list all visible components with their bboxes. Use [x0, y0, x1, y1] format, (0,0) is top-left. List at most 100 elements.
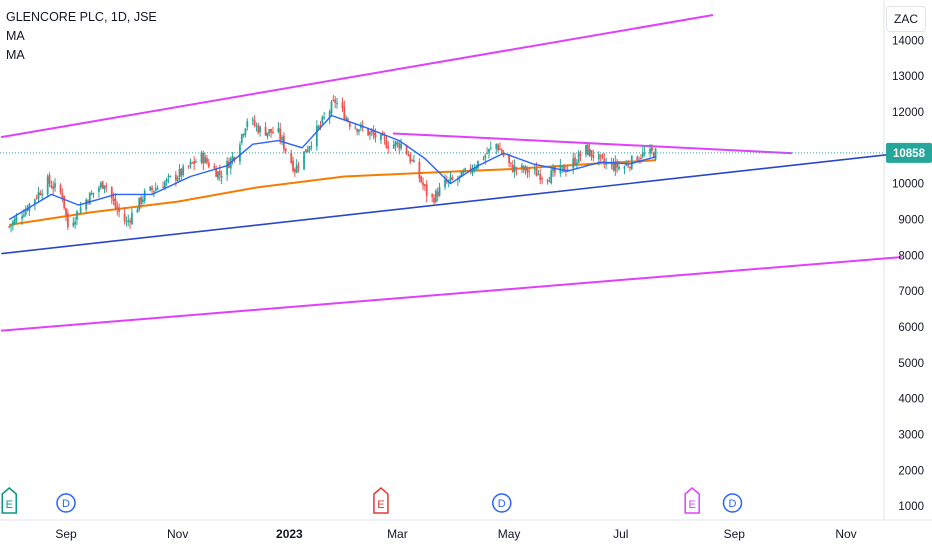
candle: [140, 195, 142, 209]
candle: [358, 129, 360, 136]
dividend-marker[interactable]: D: [722, 493, 743, 513]
candle-body: [66, 213, 69, 228]
candle-body: [354, 127, 357, 129]
candle-body: [142, 199, 144, 203]
candle-body: [641, 152, 644, 157]
candle-body: [193, 161, 196, 165]
candle-body: [398, 143, 401, 149]
candle-body: [259, 126, 261, 133]
lower-channel-line: [0, 256, 902, 332]
candle: [101, 180, 104, 189]
candle-body: [407, 154, 410, 157]
candle-body: [497, 144, 500, 151]
candle-body: [127, 220, 130, 222]
candle-body: [99, 182, 102, 188]
candle: [193, 156, 196, 170]
dividend-icon: [722, 493, 743, 513]
indicator-ma-2[interactable]: MA: [6, 48, 25, 62]
candle: [149, 186, 152, 192]
candle-body: [392, 144, 395, 149]
candle-body: [143, 190, 146, 201]
candle: [131, 208, 133, 226]
candle: [28, 202, 31, 216]
symbol-title[interactable]: GLENCORE PLC, 1D, JSE: [6, 10, 157, 24]
x-tick-label: Sep: [55, 527, 77, 541]
dividend-letter: D: [729, 498, 737, 510]
candle-body: [348, 123, 351, 127]
candle: [99, 181, 102, 190]
candle-body: [242, 134, 245, 136]
candle-body: [500, 149, 503, 154]
y-tick-label: 6000: [898, 322, 924, 334]
dividend-icon: [56, 493, 76, 513]
candle: [398, 140, 401, 155]
candle: [423, 183, 426, 191]
candle-body: [524, 166, 527, 171]
earnings-marker[interactable]: E: [1, 487, 17, 514]
candle-body: [563, 164, 565, 173]
candle: [215, 165, 218, 177]
candle: [54, 178, 56, 192]
candle-body: [281, 137, 283, 141]
candle-body: [239, 144, 241, 162]
candle-body: [323, 117, 326, 119]
candle-body: [110, 187, 113, 199]
candle-body: [445, 180, 448, 183]
candle: [469, 164, 472, 175]
candle-body: [310, 145, 313, 147]
candle-body: [614, 161, 617, 172]
candle: [489, 141, 492, 151]
candle: [229, 156, 232, 175]
candle: [462, 168, 465, 176]
candle-body: [174, 174, 177, 181]
candle: [151, 185, 153, 194]
candle-body: [266, 132, 269, 137]
candle: [526, 166, 529, 179]
candle: [369, 130, 371, 140]
candle: [35, 194, 38, 200]
dividend-marker[interactable]: D: [492, 493, 512, 513]
candle-body: [284, 148, 287, 152]
y-tick-label: 12000: [892, 107, 924, 119]
candle: [61, 188, 64, 203]
candle: [341, 97, 344, 112]
candle: [330, 99, 333, 116]
candle-body: [74, 221, 77, 225]
candle-body: [412, 160, 415, 163]
candle-body: [165, 178, 168, 183]
candle-body: [15, 216, 18, 221]
candle-body: [508, 154, 510, 163]
indicator-ma-1[interactable]: MA: [6, 29, 25, 43]
candle: [539, 168, 542, 185]
candle: [599, 154, 602, 162]
y-tick-label: 4000: [898, 394, 924, 406]
candle-body: [189, 161, 192, 166]
candle: [425, 180, 428, 203]
currency-button[interactable]: ZAC: [886, 6, 926, 32]
candle: [178, 164, 181, 182]
candle-body: [200, 152, 203, 163]
candle: [541, 176, 543, 185]
candle-body: [374, 133, 377, 138]
candle-body: [528, 171, 531, 173]
candle-body: [599, 154, 602, 156]
candle-body: [380, 134, 382, 140]
candle-body: [627, 165, 630, 167]
candle-body: [649, 148, 651, 154]
candle-body: [541, 178, 543, 180]
candle-body: [577, 152, 580, 163]
candle: [612, 158, 615, 172]
candle-body: [90, 192, 93, 195]
candle: [343, 100, 346, 121]
candle-body: [616, 161, 619, 168]
y-tick-label: 10000: [892, 179, 924, 191]
earnings-marker[interactable]: E: [373, 487, 389, 514]
candle-body: [191, 162, 194, 164]
dividend-marker[interactable]: D: [56, 493, 76, 513]
earnings-marker[interactable]: E: [684, 487, 700, 514]
y-tick-label: 2000: [898, 465, 924, 477]
candle-body: [612, 163, 615, 170]
ascending-trendline: [1, 152, 902, 255]
